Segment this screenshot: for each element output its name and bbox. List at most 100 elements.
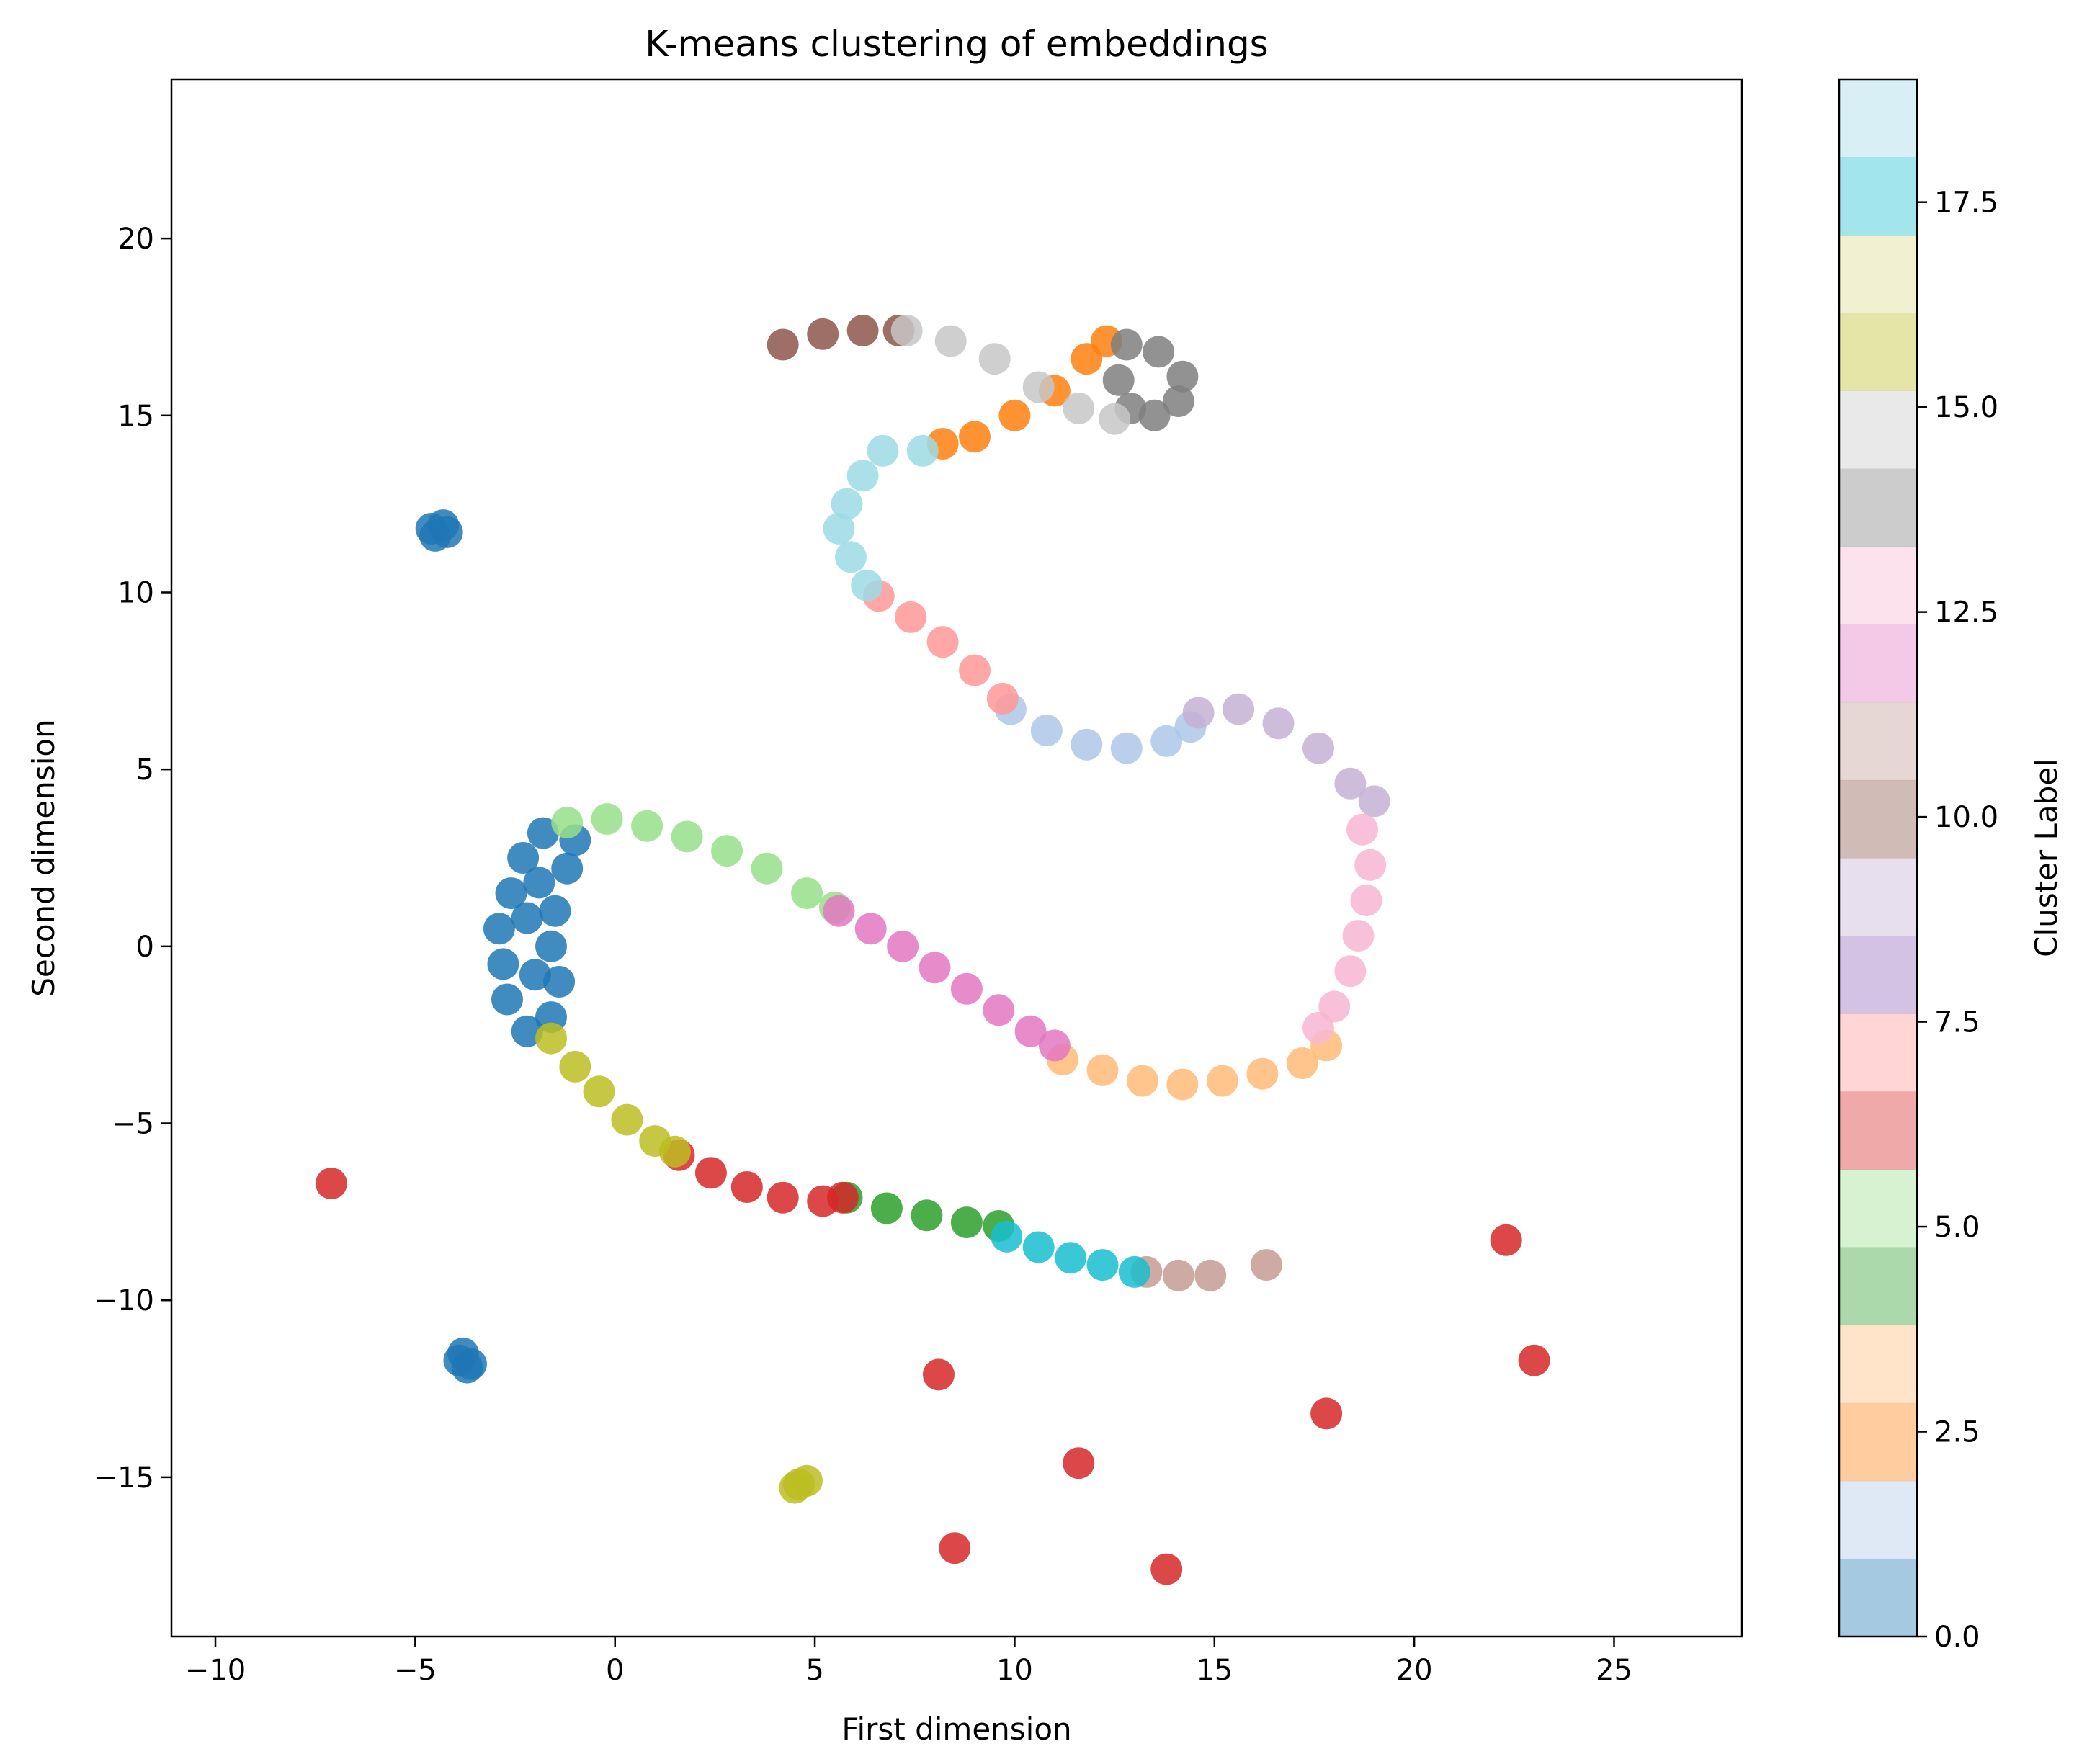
point-16-4 — [1138, 399, 1171, 431]
series-cluster-14 — [1102, 328, 1199, 431]
point-20-4 — [1118, 1255, 1150, 1288]
point-21-3 — [831, 488, 863, 520]
point-14-4 — [950, 972, 983, 1005]
colorbar-tick-label: 7.5 — [1934, 1006, 1980, 1039]
series-cluster-3 — [1047, 1029, 1343, 1101]
colorbar-frame — [1838, 78, 1918, 1638]
point-0-8 — [543, 966, 576, 998]
x-tick-label: −10 — [185, 1654, 246, 1687]
point-3-2 — [1071, 728, 1103, 761]
point-7-6 — [791, 877, 823, 910]
point-8-1 — [694, 1157, 727, 1189]
point-15-4 — [1334, 955, 1367, 988]
series-cluster-9 — [1182, 693, 1390, 818]
point-5-6 — [1286, 1047, 1318, 1079]
point-10-4 — [986, 682, 1019, 715]
series-cluster-0 — [483, 817, 591, 1047]
point-0-11 — [551, 852, 584, 885]
point-4-1 — [959, 421, 991, 453]
point-14-6 — [1014, 1015, 1047, 1047]
point-5-5 — [1246, 1057, 1279, 1090]
colorbar-segment — [1839, 1325, 1917, 1404]
point-15-6 — [1302, 1011, 1334, 1044]
series-cluster-13 — [1302, 813, 1387, 1044]
point-13-1 — [1162, 1259, 1194, 1291]
y-tick-label: 15 — [117, 400, 154, 433]
point-14-2 — [887, 930, 919, 962]
y-tick-label: 5 — [136, 753, 154, 787]
series-cluster-19 — [823, 434, 939, 601]
point-0-3 — [483, 913, 515, 945]
point-9-5 — [1150, 1553, 1183, 1585]
point-21-4 — [823, 513, 855, 545]
point-18-3 — [611, 1103, 643, 1136]
y-axis: −15 −10 −5 0 5 10 15 20 — [94, 223, 171, 1495]
colorbar-segment — [1839, 546, 1917, 625]
point-9-3 — [1490, 1224, 1522, 1256]
point-11-2 — [1262, 707, 1295, 740]
point-19-2 — [779, 1472, 811, 1504]
point-13-2 — [1194, 1259, 1227, 1291]
point-20-1 — [1022, 1231, 1055, 1263]
point-18-5 — [658, 1135, 691, 1168]
x-tick-label: 0 — [606, 1654, 624, 1687]
point-0-13 — [519, 959, 551, 991]
y-tick-label: 0 — [136, 931, 154, 964]
point-20-2 — [1055, 1242, 1087, 1274]
series-cluster-15 — [890, 314, 1131, 435]
point-16-0 — [1110, 328, 1143, 361]
y-tick-label: 20 — [117, 223, 154, 256]
colorbar-segment — [1839, 157, 1917, 236]
colorbar-segment — [1839, 1480, 1917, 1559]
point-9-1 — [1310, 1397, 1343, 1430]
colorbar-segment — [1839, 779, 1917, 859]
point-11-3 — [1302, 732, 1334, 764]
point-10-1 — [895, 601, 927, 633]
point-7-0 — [551, 806, 584, 838]
colorbar-segment — [1839, 235, 1917, 313]
point-12-2 — [846, 314, 879, 346]
point-6-3 — [950, 1206, 983, 1239]
colorbar-ticks: 0.0 2.5 5.0 7.5 10.0 12.5 15.0 17.5 — [1917, 187, 1998, 1654]
colorbar-segment — [1839, 79, 1917, 158]
point-2-3 — [451, 1351, 483, 1384]
point-15-1 — [1354, 849, 1387, 881]
point-7-4 — [711, 835, 743, 867]
series-cluster-12 — [823, 895, 1071, 1062]
colorbar — [1839, 79, 1917, 1637]
point-0-14 — [511, 902, 543, 934]
point-8-3 — [767, 1181, 799, 1214]
point-21-6 — [851, 569, 883, 601]
colorbar-tick-label: 0.0 — [1934, 1621, 1980, 1654]
colorbar-tick-label: 17.5 — [1934, 187, 1998, 220]
point-6-1 — [870, 1192, 903, 1224]
point-21-5 — [835, 541, 867, 573]
plot-frame — [170, 78, 1743, 1638]
point-9-0 — [1063, 1447, 1095, 1479]
colorbar-segment — [1839, 624, 1917, 703]
point-9-4 — [939, 1532, 971, 1564]
colorbar-tick-label: 15.0 — [1934, 391, 1998, 424]
point-8-2 — [730, 1171, 763, 1203]
series-cluster-18 — [991, 1220, 1150, 1288]
point-15-3 — [1342, 920, 1375, 952]
point-11-1 — [1223, 693, 1255, 725]
y-tick-label: −5 — [112, 1108, 154, 1141]
colorbar-segment — [1839, 390, 1917, 469]
colorbar-segment — [1839, 313, 1917, 391]
point-4-2 — [998, 399, 1031, 431]
point-0-5 — [491, 983, 523, 1016]
series-cluster-4 — [831, 1181, 1015, 1242]
series-cluster-16 — [779, 1464, 823, 1504]
point-18-2 — [583, 1075, 615, 1108]
point-9-6 — [315, 1168, 347, 1200]
point-12-1 — [807, 318, 839, 350]
point-20-3 — [1086, 1249, 1119, 1281]
point-11-0 — [1182, 697, 1215, 729]
point-1-3 — [431, 516, 463, 548]
point-15-0 — [1346, 813, 1378, 846]
point-3-3 — [1110, 732, 1143, 764]
point-16-1 — [1143, 336, 1175, 368]
point-0-10 — [539, 895, 571, 927]
point-5-3 — [1166, 1068, 1199, 1101]
